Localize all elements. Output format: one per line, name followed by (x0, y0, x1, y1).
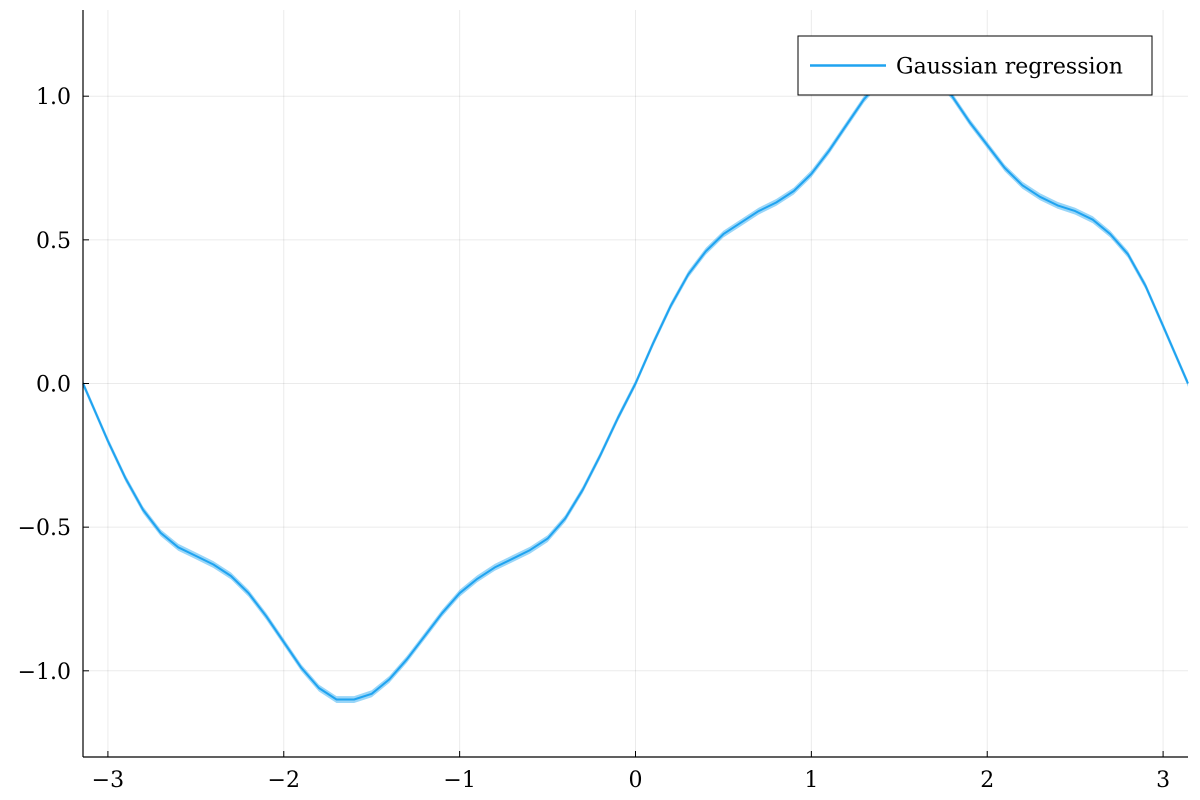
grid-layer (83, 10, 1188, 757)
y-tick-label: 0.0 (36, 373, 71, 398)
x-tick-label: −1 (443, 768, 475, 793)
legend: Gaussian regression (797, 35, 1153, 96)
ticks-layer: −3 −2 −1 0 1 2 3 −1.0 −0.5 0.0 0.5 1.0 (18, 85, 1171, 793)
y-tick-label: 1.0 (36, 85, 71, 110)
y-tick-label: −0.5 (18, 516, 71, 541)
x-tick-label: 1 (804, 768, 818, 793)
x-tick-label: −2 (268, 768, 300, 793)
x-tick-label: 2 (980, 768, 994, 793)
series-line (82, 66, 1189, 701)
y-tick-label: 0.5 (36, 229, 71, 254)
x-tick-label: 3 (1156, 768, 1170, 793)
x-tick-label: −3 (92, 768, 124, 793)
legend-label: Gaussian regression (896, 55, 1123, 80)
x-tick-label: 0 (629, 768, 643, 793)
series-layer (82, 64, 1189, 703)
y-tick-label: −1.0 (18, 660, 71, 685)
